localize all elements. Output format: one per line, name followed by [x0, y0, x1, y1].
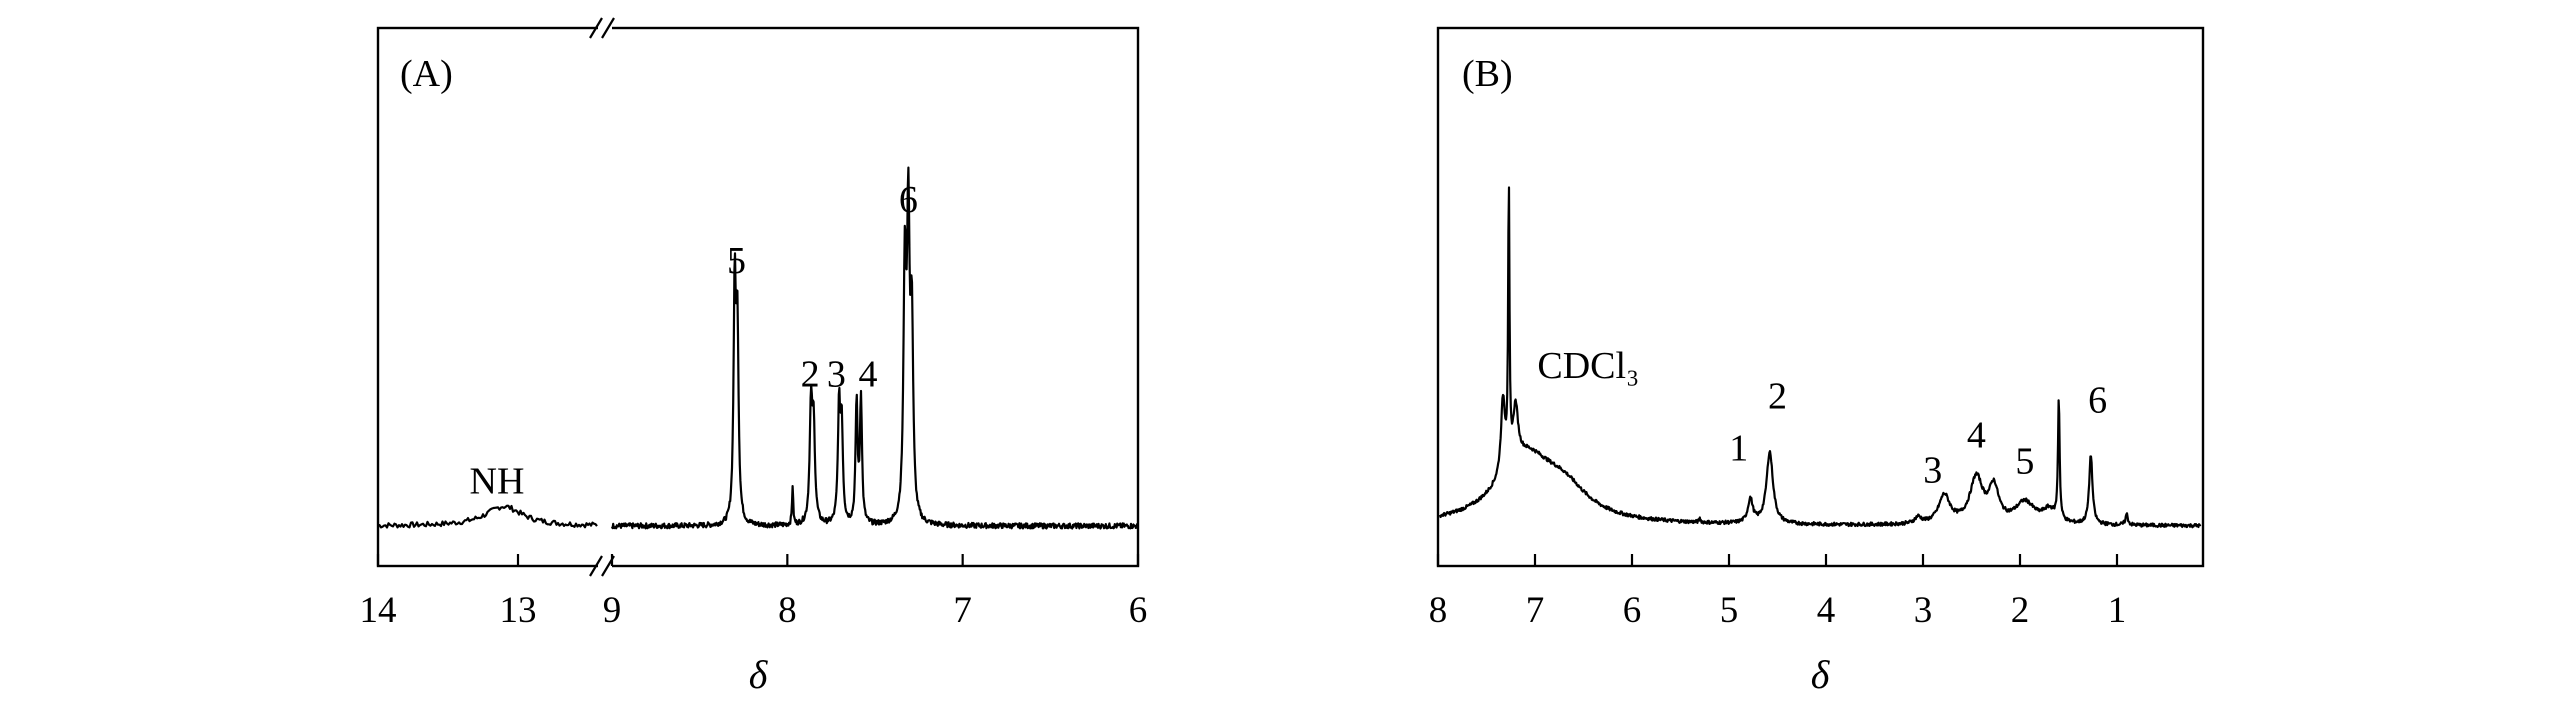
panel-a-x-axis-title: δ — [749, 652, 769, 697]
panel-b-peak-label: 5 — [2015, 441, 2034, 483]
panel-b-tick-label-5: 5 — [1720, 590, 1739, 631]
panel-b-tick-label-8: 8 — [1429, 590, 1448, 631]
panel-a-tick-label-9: 9 — [603, 590, 622, 631]
panel-a-peak-label: 6 — [899, 179, 918, 221]
panel-b-peak-labels: CDCl₃ 12 345 6 — [1537, 345, 2107, 492]
panel-a-top-break-gap — [598, 20, 612, 36]
panel-a-spectrum — [377, 166, 1139, 530]
panel-a-label: (A) — [400, 53, 453, 95]
panel-b-peak-label: 2 — [1768, 375, 1787, 417]
panel-b-peak-label: 6 — [2088, 380, 2107, 422]
panel-a-tick-label-14: 14 — [360, 590, 397, 631]
panel-b-x-axis-title: δ — [1811, 652, 1831, 697]
panel-a-trace-segment-2 — [610, 166, 1139, 530]
panel-b-peak-label: CDCl₃ — [1537, 345, 1639, 387]
panel-b-spectrum — [1438, 186, 2202, 529]
panel-a-peak-label: NH — [470, 460, 525, 502]
panel-b-frame — [1436, 26, 2205, 568]
panel-b-tick-label-1: 1 — [2108, 590, 2127, 631]
panel-a-chart: (A) 14 13 9 8 7 6 NH 5 2 3 4 6 δ — [360, 17, 1148, 697]
panel-a-peak-label: 4 — [858, 353, 877, 395]
panel-b-tick-label-7: 7 — [1526, 590, 1545, 631]
panel-a-x-ticks: 14 13 9 8 7 6 — [360, 554, 1148, 631]
panel-a-peak-label: 5 — [727, 240, 746, 282]
panel-a-peak-label: 3 — [827, 353, 846, 395]
panel-a-tick-label-6: 6 — [1129, 590, 1148, 631]
panel-b-peak-label: 4 — [1967, 415, 1986, 457]
panel-b-peak-label: 3 — [1923, 449, 1942, 491]
panel-a-tick-label-8: 8 — [778, 590, 797, 631]
panel-b-trace — [1438, 186, 2202, 529]
panel-b-tick-label-2: 2 — [2011, 590, 2030, 631]
panel-a-bottom-break-gap — [598, 558, 612, 574]
panel-b-label: (B) — [1462, 53, 1513, 95]
panel-b-tick-label-6: 6 — [1623, 590, 1642, 631]
panel-a-peak-labels: NH 5 2 3 4 6 — [470, 179, 918, 502]
panel-a-frame — [376, 26, 1140, 568]
panel-b-tick-label-4: 4 — [1817, 590, 1836, 631]
panel-b-peak-label: 1 — [1729, 428, 1748, 470]
panel-b-tick-label-3: 3 — [1914, 590, 1933, 631]
panel-a-tick-label-7: 7 — [953, 590, 972, 631]
panel-b-x-ticks: 8 7 6 5 4 3 2 1 — [1429, 554, 2127, 631]
panel-a-tick-label-13: 13 — [500, 590, 537, 631]
panel-a-top-break-marks — [589, 17, 615, 39]
panel-a-trace-segment-1 — [377, 504, 598, 529]
panel-a-peak-label: 2 — [801, 353, 820, 395]
